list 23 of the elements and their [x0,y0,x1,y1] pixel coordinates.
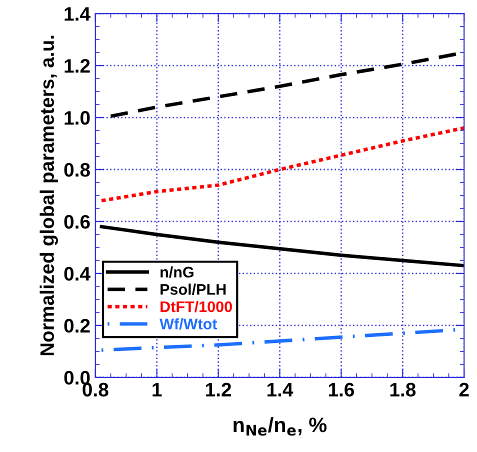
y-tick-label: 1.0 [64,110,90,125]
legend-label: Psol/PLH [160,284,226,295]
x-tick-label: 1.2 [206,382,232,396]
line-series [100,126,464,202]
x-tick-label: 0.8 [82,382,108,397]
x-axis-title: n$_{Ne}$/n$_{e}$, % [234,416,327,436]
line-series [100,224,464,268]
x-tick-label: 1.4 [267,382,294,396]
y-tick-label: 0.8 [64,162,90,177]
y-tick-label: 1.4 [64,7,90,21]
legend-label: DtFT/1000 [160,300,232,312]
y-tick-label: 0.0 [64,370,90,385]
legend-label: Wf/Wtot [160,318,218,330]
x-tick-label: 2 [459,382,469,396]
y-axis-title: Normalized global parameters, a.u. [40,36,58,356]
x-tick-label: 1 [152,382,162,396]
x-tick-label: 1.8 [390,382,416,397]
x-tick-label: 1.6 [328,382,354,397]
y-tick-label: 0.2 [64,318,90,333]
y-tick-label: 0.6 [64,214,90,229]
y-tick-label: 0.4 [64,266,90,281]
legend-label: n/nG [160,266,194,278]
y-tick-label: 1.2 [64,59,90,73]
